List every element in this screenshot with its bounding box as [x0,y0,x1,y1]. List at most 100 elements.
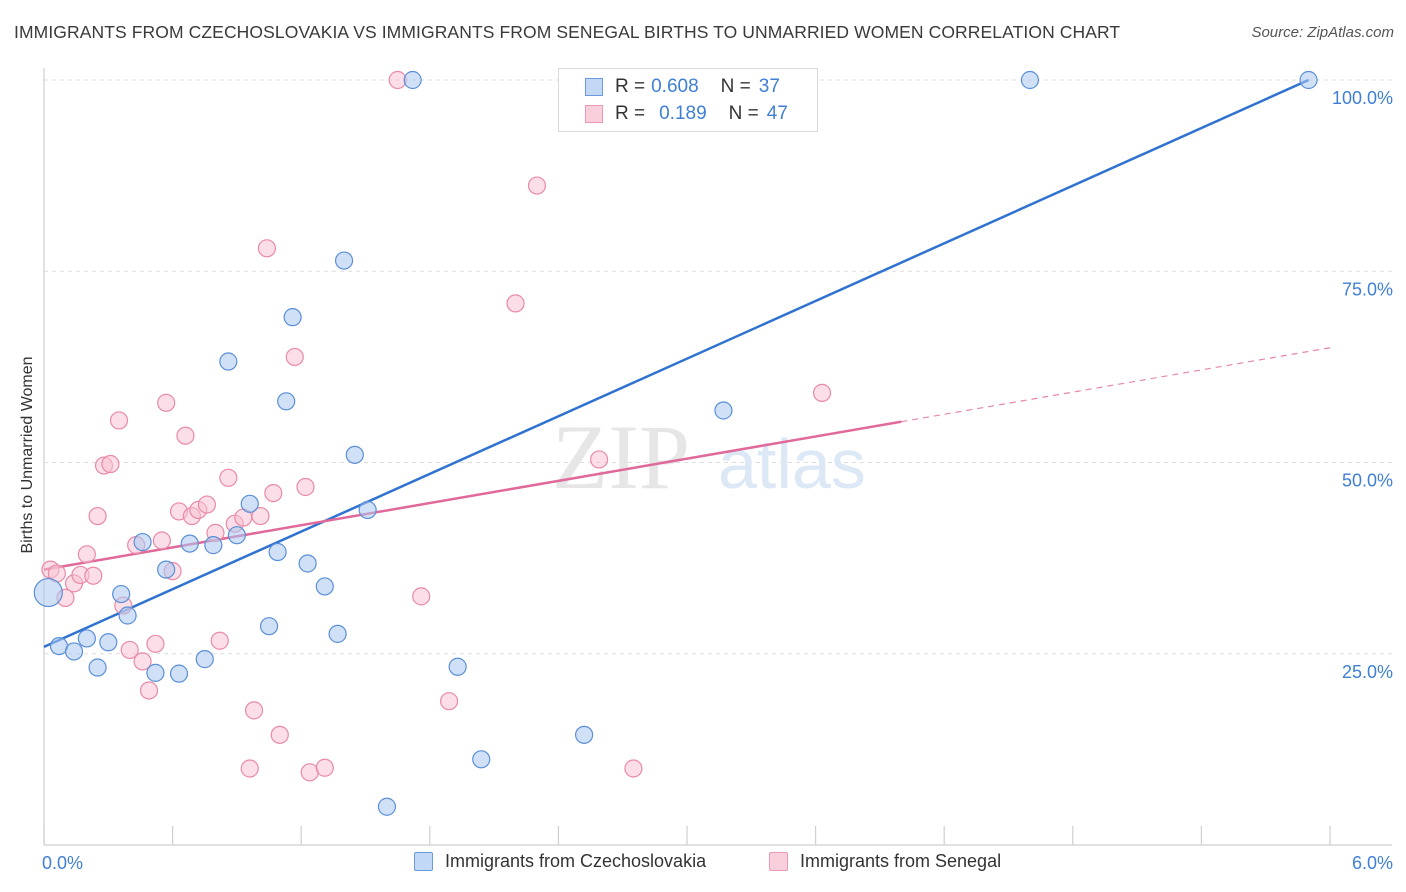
point-senegal [296,477,315,497]
point-senegal [315,758,334,777]
point-czechoslovakia [240,494,259,513]
point-senegal [251,506,270,526]
point-czechoslovakia [472,750,491,769]
point-czechoslovakia [298,554,317,573]
point-czechoslovakia [157,560,176,579]
point-senegal [412,587,431,606]
point-senegal [219,468,238,487]
legend-r-label: R = [615,103,646,124]
point-czechoslovakia [1299,70,1318,90]
point-czechoslovakia [345,445,364,464]
point-senegal [133,652,152,671]
point-senegal [157,393,176,412]
point-czechoslovakia [283,308,302,327]
point-czechoslovakia [99,633,118,652]
grid-lines [44,79,1392,655]
watermark: ZIP atlas [552,406,866,508]
point-senegal [84,566,103,585]
point-czechoslovakia [219,352,238,371]
point-senegal [439,692,459,711]
trend-line-czechoslovakia [43,78,1310,649]
point-czechoslovakia [64,642,84,661]
point-senegal [244,701,264,720]
series-name-czechoslovakia: Immigrants from Czechoslovakia [445,851,707,871]
chart-source: Source: ZipAtlas.com [1251,24,1394,41]
point-czechoslovakia [88,658,107,677]
point-czechoslovakia [227,526,246,545]
point-senegal [812,383,832,402]
point-czechoslovakia [33,577,63,608]
y-tick-label: 50.0% [1342,471,1393,491]
point-czechoslovakia [358,500,377,520]
point-czechoslovakia [146,663,165,682]
legend-row-czechoslovakia: R = 0.608 N = 37 [585,73,780,101]
y-tick-label: 25.0% [1342,662,1393,682]
legend-n-value: 37 [758,76,780,97]
point-czechoslovakia [259,617,279,636]
series-name-senegal: Immigrants from Senegal [800,851,1002,871]
point-czechoslovakia [77,629,96,648]
chart-title: IMMIGRANTS FROM CZECHOSLOVAKIA VS IMMIGR… [14,22,1121,42]
legend-n-label: N = [720,76,751,97]
point-czechoslovakia [575,725,594,744]
point-czechoslovakia [403,70,422,90]
point-czechoslovakia [133,532,152,552]
x-tick-label-max: 6.0% [1352,853,1393,873]
point-czechoslovakia [315,577,334,596]
point-senegal [146,634,165,653]
point-senegal [257,239,277,258]
point-senegal [101,454,120,474]
x-tick-label-min: 0.0% [42,853,83,873]
point-czechoslovakia [377,797,397,816]
data-points [33,70,1318,816]
point-czechoslovakia [180,534,199,553]
point-senegal [240,759,259,778]
y-tick-label: 100.0% [1332,88,1393,108]
point-czechoslovakia [118,606,137,625]
point-czechoslovakia [1020,70,1040,90]
point-senegal [624,759,643,778]
series-legend-czechoslovakia: Immigrants from Czechoslovakia [414,851,706,872]
point-senegal [197,495,216,514]
watermark-atlas: atlas [718,425,866,503]
x-tick-labels: 0.0% 6.0% [42,853,1393,873]
legend-n-label: N = [728,103,759,124]
watermark-zip: ZIP [552,406,690,508]
legend-row-senegal: R = 0.189 N = 47 [585,100,788,128]
point-czechoslovakia [204,536,223,555]
point-senegal [109,411,129,430]
legend-swatch-blue [585,78,603,96]
point-senegal [506,294,525,313]
point-czechoslovakia [268,542,287,562]
point-czechoslovakia [328,624,347,643]
legend-r-value: 0.608 [651,76,699,97]
point-senegal [210,631,229,650]
point-senegal [77,545,96,564]
point-czechoslovakia [714,401,733,420]
point-senegal [120,640,139,660]
point-senegal [527,176,547,195]
stats-legend: R = 0.608 N = 37 R = 0.189 N = 47 [558,68,818,132]
legend-r-value: 0.189 [659,103,707,124]
legend-r-label: R = [615,76,646,97]
point-senegal [152,531,171,550]
point-czechoslovakia [112,584,131,604]
point-senegal [590,450,609,469]
series-legend-senegal: Immigrants from Senegal [769,851,1001,872]
point-czechoslovakia [195,650,214,669]
series-legend: Immigrants from Czechoslovakia Immigrant… [0,851,1406,879]
point-senegal [88,506,107,526]
point-senegal [300,763,319,782]
y-tick-labels: 25.0% 50.0% 75.0% 100.0% [1332,88,1393,682]
point-czechoslovakia [448,657,467,676]
point-senegal [285,347,304,367]
point-czechoslovakia [169,664,189,683]
axes [43,68,1392,846]
legend-swatch-pink [585,105,603,123]
series-swatch-blue [414,852,433,871]
trend-line-senegal-extension [901,347,1331,423]
point-senegal [176,426,195,445]
point-senegal [139,681,159,700]
y-tick-label: 75.0% [1342,279,1393,299]
